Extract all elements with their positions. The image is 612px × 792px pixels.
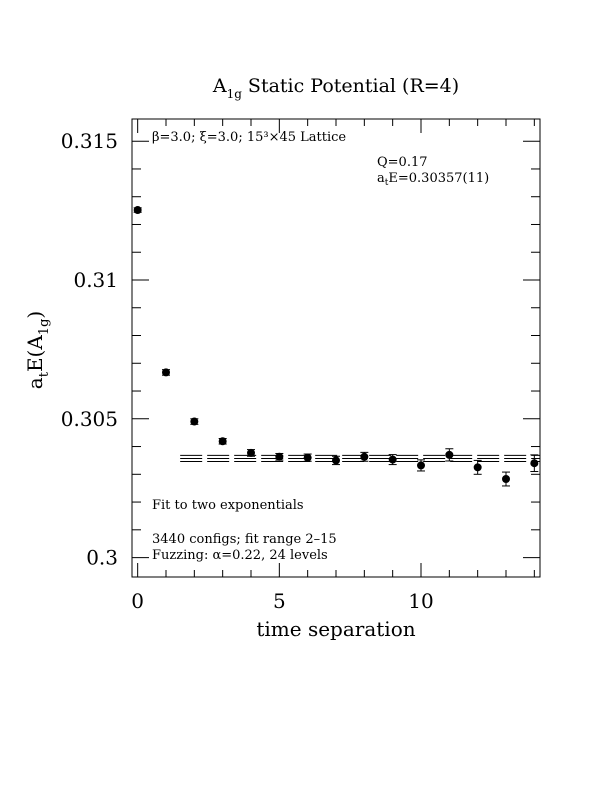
title-main: A [212, 75, 227, 97]
data-point [502, 471, 510, 487]
data-point [133, 206, 142, 215]
point-marker [332, 456, 340, 465]
point-marker [275, 452, 284, 461]
chart-title: A1g Static Potential (R=4) [212, 75, 459, 101]
data-point [445, 448, 454, 462]
point-marker [417, 461, 425, 470]
data-point [218, 437, 227, 446]
x-axis-ticks: 0 5 10 [131, 119, 535, 613]
data-point [473, 459, 482, 475]
fit-band [180, 454, 540, 463]
data-point [303, 453, 312, 462]
title-rest: Static Potential (R=4) [242, 75, 459, 97]
lattice-annotation: β=3.0; ξ=3.0; 15³×45 Lattice [152, 130, 346, 145]
x-tick-label: 5 [273, 589, 286, 613]
fuzzing-annotation: Fuzzing: α=0.22, 24 levels [152, 548, 328, 563]
point-marker [360, 452, 369, 461]
data-points [133, 206, 539, 487]
data-point [417, 459, 425, 472]
data-point [332, 455, 340, 466]
y-label-main: E(A [23, 335, 47, 372]
fit-description: Fit to two exponentials [152, 498, 304, 513]
point-marker [162, 368, 170, 377]
energy-annotation: atE=0.30357(11) [377, 171, 489, 188]
y-tick-label: 0.31 [73, 268, 118, 292]
point-marker [303, 453, 312, 462]
data-point [190, 417, 199, 426]
data-point [275, 452, 284, 461]
y-tick-label: 0.305 [61, 407, 118, 431]
point-marker [133, 206, 142, 215]
point-marker [473, 463, 482, 472]
configs-annotation: 3440 configs; fit range 2–15 [152, 532, 337, 547]
data-point [530, 454, 539, 473]
y-tick-label: 0.3 [86, 546, 118, 570]
point-marker [190, 417, 199, 426]
q-annotation: Q=0.17 [377, 155, 428, 170]
point-marker [502, 475, 510, 484]
data-point [247, 448, 255, 457]
point-marker [218, 437, 227, 446]
point-marker [445, 450, 454, 459]
point-marker [530, 459, 539, 468]
y-label-close: ) [23, 311, 47, 319]
x-tick-label: 0 [131, 589, 144, 613]
energy-prefix: a [377, 171, 385, 186]
title-subscript: 1g [227, 87, 243, 101]
y-label-a: a [23, 377, 47, 389]
y-label-sub-1g: 1g [37, 319, 52, 336]
y-axis-ticks: 0.3 0.305 0.31 0.315 [61, 129, 540, 570]
point-marker [388, 455, 397, 464]
y-label-sub-t: t [37, 371, 52, 377]
data-point [360, 451, 369, 462]
energy-subscript: t [385, 178, 389, 188]
point-marker [247, 448, 255, 457]
x-axis-label: time separation [256, 617, 415, 641]
x-tick-label: 10 [408, 589, 433, 613]
y-axis-label: atE(A1g) [23, 311, 52, 389]
data-point [388, 454, 397, 466]
energy-value: E=0.30357(11) [388, 171, 489, 186]
data-point [162, 368, 170, 377]
y-tick-label: 0.315 [61, 129, 118, 153]
